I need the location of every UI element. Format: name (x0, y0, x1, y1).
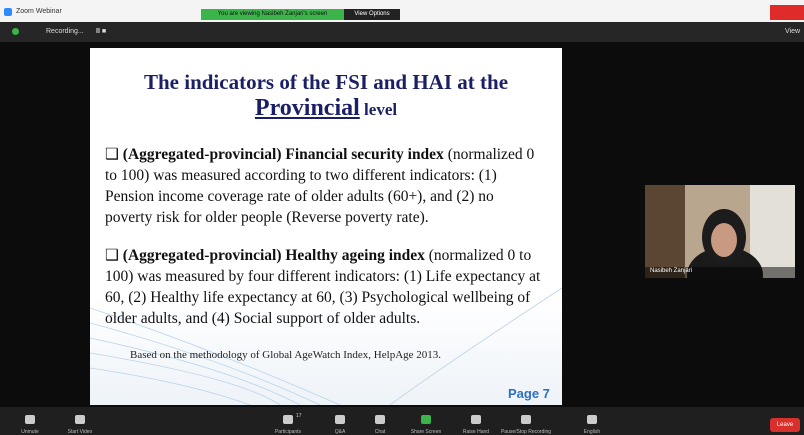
toolbar-icon[interactable] (471, 415, 481, 424)
bullet: ❑ (Aggregated-provincial) Financial secu… (105, 144, 545, 228)
title-end: level (364, 100, 397, 119)
footnote: Based on the methodology of Global AgeWa… (130, 349, 441, 361)
title-emphasis: Provincial (255, 95, 360, 121)
share-banner: You are viewing Nasibeh Zanjari's screen (201, 9, 344, 20)
page-number: Page 7 (508, 386, 550, 401)
slide-title: The indicators of the FSI and HAI at the (90, 70, 562, 95)
bullet-heading: (Aggregated-provincial) Financial securi… (123, 146, 444, 163)
toolbar-icon[interactable] (75, 415, 85, 424)
toolbar-icon[interactable] (421, 415, 431, 424)
slide-title-line2: Provincial level (90, 95, 562, 122)
view-button[interactable]: View (785, 28, 800, 35)
toolbar-icon[interactable] (521, 415, 531, 424)
zoom-logo (4, 8, 12, 16)
secure-icon (12, 28, 19, 35)
title-bar: Zoom Webinar You are viewing Nasibeh Zan… (0, 0, 804, 22)
toolbar-label[interactable]: Participants (258, 429, 318, 435)
toolbar-label[interactable]: Pause/Stop Recording (496, 429, 556, 435)
participant-name: Nasibeh Zanjari (650, 268, 692, 274)
toolbar-icon[interactable] (25, 415, 35, 424)
bullet-heading: (Aggregated-provincial) Healthy ageing i… (123, 247, 425, 264)
toolbar-label[interactable]: Start Video (50, 429, 110, 435)
zoom-window: Zoom Webinar You are viewing Nasibeh Zan… (0, 0, 804, 435)
toolbar-icon[interactable] (375, 415, 385, 424)
window-title: Zoom Webinar (16, 8, 62, 15)
close-button[interactable] (770, 5, 804, 20)
view-options[interactable]: View Options (344, 9, 400, 20)
toolbar-icon[interactable] (283, 415, 293, 424)
recording-controls[interactable]: II ■ (96, 28, 106, 35)
toolbar-label[interactable]: English (562, 429, 622, 435)
bullet: ❑ (Aggregated-provincial) Healthy ageing… (105, 245, 545, 329)
recording-status: Recording... (46, 28, 84, 35)
leave-button[interactable]: Leave (770, 418, 800, 432)
participants-count: 17 (296, 413, 302, 419)
slide: The indicators of the FSI and HAI at the… (90, 48, 562, 405)
toolbar-icon[interactable] (587, 415, 597, 424)
toolbar-icon[interactable] (335, 415, 345, 424)
recording-bar: Recording... II ■ View (0, 22, 804, 42)
participant-video (645, 185, 795, 278)
